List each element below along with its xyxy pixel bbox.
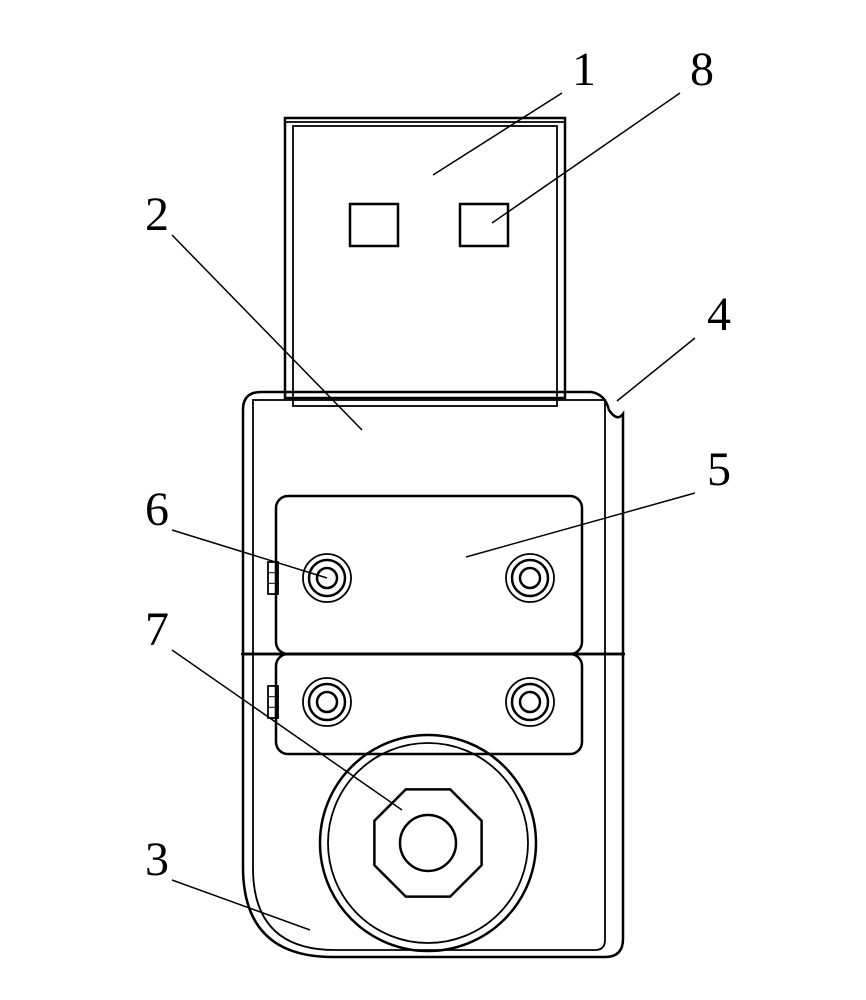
callout-label-3: 3 [145, 832, 169, 887]
usb-hole-1 [460, 204, 508, 246]
usb-plug-inner [293, 126, 557, 406]
bolt-octagon [374, 789, 481, 896]
callout-label-5: 5 [707, 442, 731, 497]
leader-4 [617, 338, 695, 401]
big-wheel [320, 735, 536, 951]
upper-body-outer [243, 392, 623, 654]
callout-label-2: 2 [145, 187, 169, 242]
usb-hole-0 [350, 204, 398, 246]
callout-label-6: 6 [145, 482, 169, 537]
leader-8 [492, 93, 680, 223]
lower-body-inner [253, 654, 605, 950]
usb-plug-outer [285, 118, 565, 398]
leader-3 [172, 880, 310, 930]
plate-0 [276, 496, 582, 654]
callout-label-8: 8 [690, 42, 714, 97]
screw-small-1 [506, 554, 554, 602]
screw-small-3 [506, 678, 554, 726]
leader-7 [172, 650, 402, 810]
callout-label-1: 1 [572, 42, 596, 97]
leader-1 [433, 93, 562, 175]
callout-label-4: 4 [707, 287, 731, 342]
screw-small-2 [303, 678, 351, 726]
engineering-diagram [0, 0, 866, 1000]
leader-6 [172, 530, 327, 578]
callout-label-7: 7 [145, 602, 169, 657]
upper-body-inner [253, 400, 605, 654]
lower-body-outer [243, 654, 623, 957]
plate-1 [276, 654, 582, 754]
